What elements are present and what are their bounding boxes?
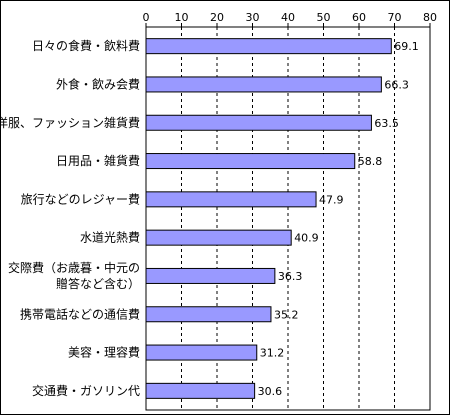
x-tick-label: 30: [246, 11, 260, 24]
bar: [145, 267, 276, 284]
x-tick-label: 70: [388, 11, 402, 24]
category-label: 外食・飲み会費: [56, 76, 140, 91]
x-tick-label: 60: [352, 11, 366, 24]
x-tick-label: 20: [210, 11, 224, 24]
plot-area-border: [145, 26, 431, 411]
category-label: 洋服、ファッション雑貨費: [0, 115, 140, 130]
value-labels: 69.1 66.3 63.5 58.8 47.9 40.9 36.3 35.2 31.2 30.6: [258, 40, 419, 398]
value-label: 36.3: [278, 270, 303, 283]
category-labels: 日々の食費・飲料費外食・飲み会費洋服、ファッション雑貨費日用品・雑貨費旅行などの…: [0, 38, 140, 398]
value-label: 58.8: [358, 155, 383, 168]
bar: [145, 38, 392, 55]
bar: [145, 306, 272, 323]
bar: [145, 114, 372, 131]
value-label: 69.1: [394, 40, 419, 53]
bar: [145, 76, 382, 93]
plot-border: [145, 26, 431, 411]
bar: [145, 382, 256, 399]
value-label: 35.2: [274, 308, 299, 321]
category-label: 美容・理容費: [68, 345, 140, 360]
value-label: 31.2: [260, 347, 285, 360]
x-tick-label: 0: [143, 11, 150, 24]
category-label: 日々の食費・飲料費: [32, 38, 140, 53]
x-tick-label: 40: [281, 11, 295, 24]
bar: [145, 191, 317, 208]
value-label: 40.9: [294, 232, 319, 245]
category-label: 水道光熱費: [80, 230, 140, 245]
x-tick-label: 80: [423, 11, 437, 24]
category-label: 日用品・雑貨費: [56, 153, 140, 168]
category-label: 交際費（お歳暮・中元の贈答など含む）: [8, 260, 140, 291]
x-axis-ticks: 0 10 20 30 40 50 60 70 80: [143, 11, 437, 27]
category-label: 携帯電話などの通信費: [20, 306, 140, 321]
category-label: 旅行などのレジャー費: [21, 191, 140, 206]
category-label: 交通費・ガソリン代: [32, 383, 140, 398]
bars: [145, 38, 392, 399]
value-label: 30.6: [258, 385, 283, 398]
bar: [145, 344, 258, 361]
bar: [145, 153, 356, 170]
value-label: 63.5: [374, 117, 399, 130]
value-label: 47.9: [319, 193, 344, 206]
x-tick-label: 50: [317, 11, 331, 24]
value-label: 66.3: [384, 78, 409, 91]
x-tick-label: 10: [175, 11, 189, 24]
bar: [145, 229, 292, 246]
